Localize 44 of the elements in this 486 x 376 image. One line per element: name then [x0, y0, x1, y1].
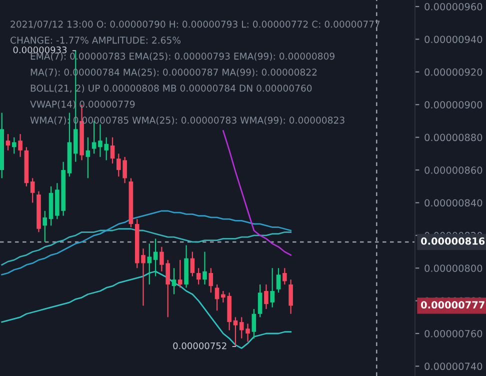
candlestick — [282, 268, 287, 286]
annotation: 2021/07/12 13:00 O: 0.00000790 H: 0.00000793 L: 0.00000772 C: 0.00000777 — [10, 20, 380, 28]
line-series — [222, 130, 292, 256]
candlestick — [202, 251, 207, 286]
y-tick-label: 0.00000920 — [424, 68, 482, 76]
candlestick — [147, 243, 152, 286]
y-tick-label: 0.00000940 — [424, 36, 482, 44]
candlestick — [276, 268, 281, 294]
candlestick — [18, 133, 22, 158]
y-tick-label: 0.00000760 — [424, 330, 482, 338]
candlestick — [42, 210, 48, 243]
candlestick — [252, 308, 256, 339]
candlestick — [258, 284, 262, 318]
candlestick — [86, 136, 90, 179]
candlestick — [233, 316, 238, 348]
candlestick — [153, 238, 158, 277]
y-tick-label: 0.00000840 — [424, 199, 482, 207]
candlestick — [172, 268, 176, 295]
candlestick — [190, 251, 195, 277]
candlestick — [196, 268, 201, 286]
y-tick-label: 0.00000800 — [424, 264, 482, 272]
candlestick — [6, 133, 10, 151]
line-series — [1, 210, 292, 276]
candlestick — [12, 136, 16, 154]
candlestick — [264, 284, 268, 310]
candlestick — [178, 259, 182, 288]
ref-line-label: 0.00000816 — [421, 237, 485, 245]
candlestick — [270, 268, 275, 308]
annotation: CHANGE: -1.77% AMPLITUDE: 2.65% — [10, 36, 180, 44]
y-tick-label: 0.00000880 — [424, 134, 482, 142]
annotation: 0.00000933 — [13, 46, 67, 54]
y-tick-label: 0.00000960 — [424, 3, 482, 10]
annotation: 0.00000752 — [173, 342, 226, 350]
text: 0.00000777 — [421, 301, 484, 309]
y-tick-label: 0.00000860 — [424, 166, 482, 174]
candlestick — [288, 278, 293, 314]
y-tick-label: 0.00000900 — [424, 101, 482, 108]
annotation: BOLL(21, 2) UP 0.00000808 MB 0.00000784 DN 0.00000760 — [30, 84, 312, 93]
y-tick-label: 0.00000740 — [424, 362, 482, 370]
candlestick — [214, 284, 220, 312]
candlestick — [30, 178, 35, 204]
candlestick — [208, 268, 214, 294]
line-series — [1, 228, 292, 266]
candlestick — [110, 136, 115, 164]
